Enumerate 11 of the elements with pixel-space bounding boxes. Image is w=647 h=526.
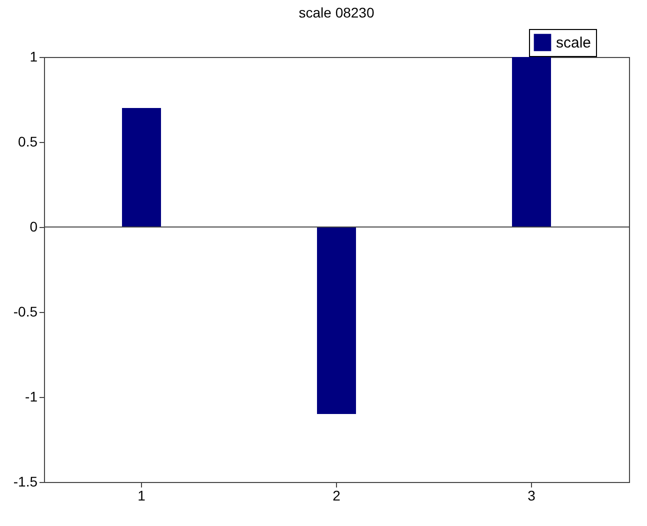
y-tick-label: -1.5 <box>13 474 38 490</box>
y-tick-label: 1 <box>30 48 38 64</box>
x-tick-label: 3 <box>528 488 536 504</box>
y-tick-label: -1 <box>25 388 38 404</box>
y-tick-label: 0.5 <box>18 134 38 150</box>
y-tick-label: -0.5 <box>13 304 38 320</box>
legend-label: scale <box>556 34 592 52</box>
y-tick-label: 0 <box>30 218 38 234</box>
chart-title: scale 08230 <box>298 4 374 20</box>
x-tick-label: 1 <box>138 488 146 504</box>
x-tick-label: 2 <box>332 488 341 504</box>
